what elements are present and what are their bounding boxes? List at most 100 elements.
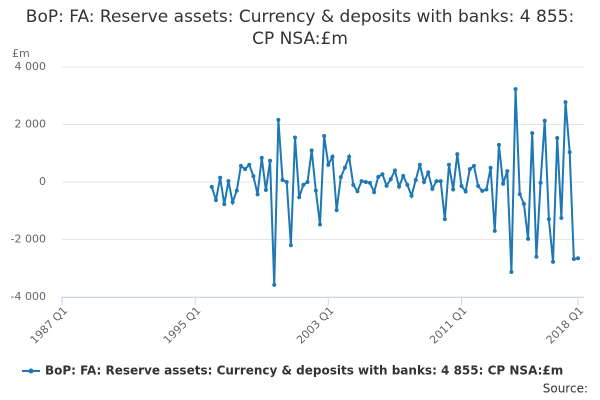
data-point [301, 182, 306, 187]
data-point [372, 190, 377, 195]
x-tick-label: 2018 Q1 [544, 304, 587, 347]
data-point [338, 175, 343, 180]
data-point [576, 256, 580, 261]
data-point [463, 189, 468, 194]
y-tick-label: -2 000 [11, 233, 46, 246]
data-point [318, 222, 322, 227]
data-point [442, 217, 447, 222]
data-point [571, 257, 576, 262]
data-point [434, 179, 439, 184]
data-point [243, 167, 248, 172]
data-point [459, 184, 464, 189]
x-tick-label: 1987 Q1 [28, 304, 71, 347]
data-point [451, 187, 456, 192]
data-point [538, 180, 543, 185]
data-point [209, 184, 214, 189]
data-point [455, 152, 460, 157]
data-point [355, 189, 360, 194]
y-tick-label: 0 [39, 175, 46, 188]
data-point [517, 192, 522, 197]
data-point [388, 177, 393, 182]
data-point [272, 282, 277, 287]
source: Source: [543, 382, 588, 396]
data-point [551, 259, 556, 264]
series-line [210, 89, 579, 285]
data-point [546, 217, 551, 222]
x-tick-label: 2011 Q1 [427, 304, 470, 347]
data-point [555, 136, 560, 141]
data-point [276, 117, 281, 122]
data-point [422, 180, 427, 184]
data-point [392, 168, 397, 173]
data-point [563, 100, 568, 105]
data-point [542, 118, 547, 123]
data-point [397, 184, 402, 189]
data-point [467, 167, 472, 172]
chart-title: BoP: FA: Reserve assets: Currency & depo… [25, 7, 575, 49]
data-point [471, 163, 476, 168]
legend-label[interactable]: BoP: FA: Reserve assets: Currency & depo… [45, 364, 563, 378]
data-point [509, 269, 514, 274]
data-point [238, 163, 243, 168]
data-point [380, 172, 385, 177]
data-point [513, 87, 518, 92]
data-point [492, 228, 497, 233]
data-point [384, 183, 389, 188]
data-point [476, 184, 481, 189]
data-point [426, 170, 431, 175]
data-point [263, 188, 268, 193]
data-point [288, 243, 293, 248]
data-point [359, 179, 364, 184]
x-tick-label: 2003 Q1 [294, 304, 337, 347]
data-point [567, 150, 572, 155]
data-point [484, 187, 489, 192]
y-tick-label: -4 000 [11, 290, 46, 303]
data-point [268, 158, 273, 163]
y-tick-label: 2 000 [15, 118, 47, 131]
data-point [259, 155, 264, 160]
data-point [309, 148, 314, 153]
y-axis-label: £m [12, 47, 30, 60]
legend-marker [28, 368, 34, 374]
data-point [218, 175, 223, 180]
data-point [334, 208, 339, 213]
data-point [534, 254, 539, 259]
data-point [230, 200, 235, 205]
data-point [405, 182, 410, 187]
data-point [330, 154, 335, 159]
data-point [313, 188, 318, 193]
data-point [488, 165, 493, 170]
data-point [505, 169, 510, 174]
data-point [251, 174, 256, 179]
data-point [247, 162, 252, 167]
data-point [222, 202, 227, 207]
data-point [526, 236, 531, 241]
data-point [322, 134, 327, 138]
data-point [293, 135, 298, 140]
data-point [363, 180, 368, 184]
data-point [280, 177, 285, 182]
data-point [438, 179, 443, 184]
data-point [521, 201, 526, 206]
data-point [284, 180, 289, 184]
x-tick-label: 1995 Q1 [161, 304, 204, 347]
data-point [401, 173, 406, 178]
data-point [447, 162, 451, 167]
y-tick-label: 4 000 [15, 60, 47, 73]
data-point [297, 195, 302, 200]
data-point [347, 154, 352, 159]
data-point [305, 180, 310, 184]
data-point [234, 188, 239, 193]
data-point [480, 188, 485, 193]
data-point [342, 165, 347, 170]
data-point [530, 131, 535, 136]
data-point [559, 215, 564, 220]
data-point [409, 193, 414, 198]
data-point [376, 174, 381, 179]
data-point [496, 142, 501, 147]
data-point [367, 180, 372, 185]
data-point [501, 181, 506, 186]
data-point [213, 198, 218, 203]
